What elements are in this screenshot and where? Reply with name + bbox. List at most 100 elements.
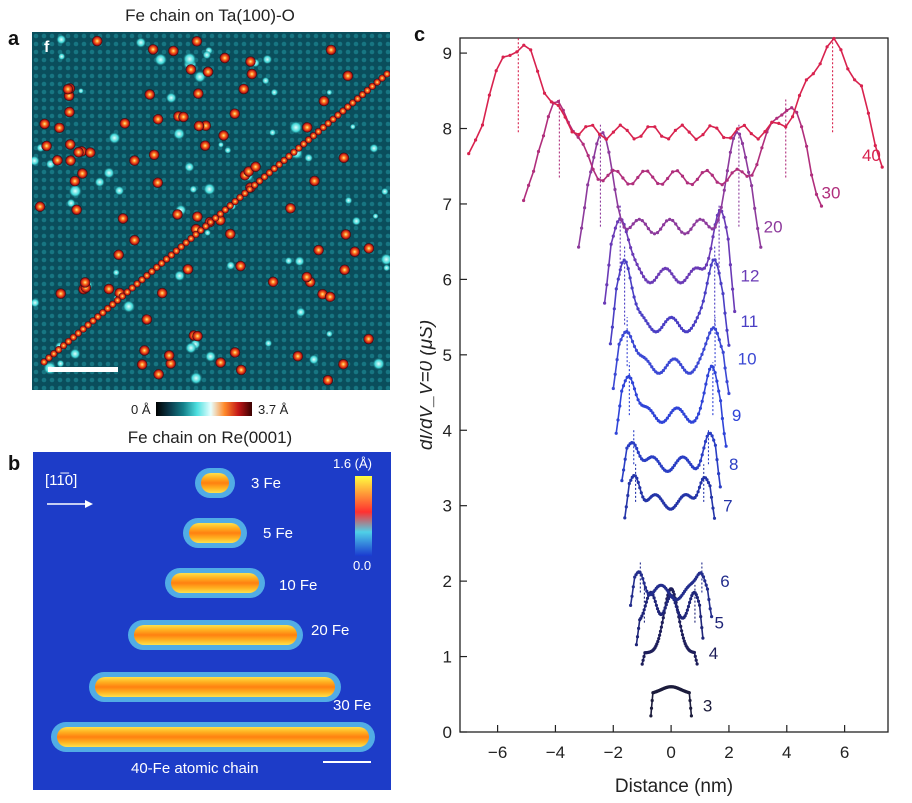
panel-b-letter: b [8, 453, 21, 475]
data-point [680, 174, 685, 178]
chain-atom [378, 74, 386, 82]
chain-atom [236, 193, 244, 202]
data-point [494, 69, 498, 73]
data-point [671, 590, 675, 594]
bright-spot [270, 88, 279, 97]
data-point [692, 223, 696, 227]
series-label: 3 [703, 697, 712, 716]
fe-adatom [119, 118, 130, 129]
scale-bar [48, 367, 118, 372]
chain-atom [309, 132, 318, 140]
chain-atom [256, 177, 264, 185]
data-point [696, 361, 700, 365]
chain-10fe: 10 Fe [165, 568, 317, 598]
data-point [663, 366, 667, 370]
data-point [660, 134, 664, 138]
data-point [634, 643, 638, 647]
chain-atom [314, 128, 322, 136]
fe-adatom [363, 243, 375, 254]
data-point [711, 235, 715, 239]
data-point [672, 275, 676, 279]
bright-spot [380, 187, 389, 196]
x-tick-label: −6 [488, 743, 507, 762]
chain-atom [60, 341, 68, 350]
fe-adatom [193, 88, 204, 99]
data-point [690, 182, 694, 187]
chain-atom [211, 214, 220, 222]
bright-spot [203, 182, 216, 196]
data-point [679, 363, 683, 367]
data-point [659, 625, 663, 629]
chain-atom [64, 337, 73, 346]
fe-adatom [34, 201, 46, 212]
bright-spot [32, 297, 40, 308]
data-point [529, 48, 533, 52]
data-point [682, 412, 686, 416]
chain-30fe: 30 Fe [89, 672, 371, 714]
fe-adatom [246, 68, 258, 80]
data-point [610, 325, 614, 329]
data-point [704, 382, 708, 386]
y-tick-label: 1 [443, 648, 452, 667]
chain-atom [231, 197, 239, 206]
fe-adatom [103, 283, 115, 295]
chain-atom [138, 276, 146, 284]
data-point [691, 323, 695, 327]
data-point [645, 596, 650, 600]
data-point [853, 78, 857, 82]
data-point [660, 325, 664, 329]
series-line [467, 37, 883, 168]
data-point [673, 601, 677, 605]
data-point [676, 321, 680, 325]
data-point [695, 416, 699, 420]
fe-adatom [192, 330, 203, 342]
bright-spot [372, 213, 379, 220]
fe-adatom [219, 52, 231, 64]
bright-spot [369, 143, 379, 154]
data-point [662, 322, 666, 327]
data-point [487, 93, 491, 97]
data-point [742, 123, 746, 127]
data-point [668, 217, 672, 221]
chain-atom [358, 90, 367, 99]
data-point [646, 322, 650, 326]
data-point [707, 256, 711, 260]
fe-adatom [152, 114, 164, 125]
data-point [704, 263, 709, 267]
data-point [696, 599, 701, 603]
y-axis-label: dI/dV_V=0 (μS) [420, 320, 437, 450]
data-point [680, 409, 684, 414]
data-point [685, 608, 689, 612]
bright-spot [68, 184, 83, 198]
data-point [686, 604, 691, 609]
data-point [634, 219, 638, 223]
chain-atom [285, 152, 293, 160]
data-point [679, 624, 683, 629]
data-point [703, 291, 707, 295]
data-point [692, 650, 696, 655]
data-point [698, 603, 702, 607]
series-10: 10 [611, 317, 757, 396]
fe-adatom [235, 364, 247, 376]
data-point [640, 662, 644, 666]
data-point [719, 205, 723, 209]
data-point [646, 227, 650, 231]
fe-adatom [322, 375, 334, 386]
series-line [577, 130, 762, 248]
chain-atom [143, 272, 151, 280]
fe-adatom [324, 291, 336, 303]
data-point [763, 130, 767, 134]
chain-atom [192, 230, 200, 239]
chain-atom [113, 296, 122, 304]
chain-5fe: 5 Fe [183, 518, 293, 548]
data-point [716, 218, 720, 222]
bright-spot [69, 348, 81, 360]
data-point [637, 626, 641, 631]
data-point [661, 182, 665, 186]
data-point [705, 281, 709, 285]
data-point [731, 287, 735, 291]
data-point [706, 374, 710, 378]
data-point [708, 484, 712, 488]
data-point [634, 393, 638, 397]
data-point [633, 258, 637, 262]
